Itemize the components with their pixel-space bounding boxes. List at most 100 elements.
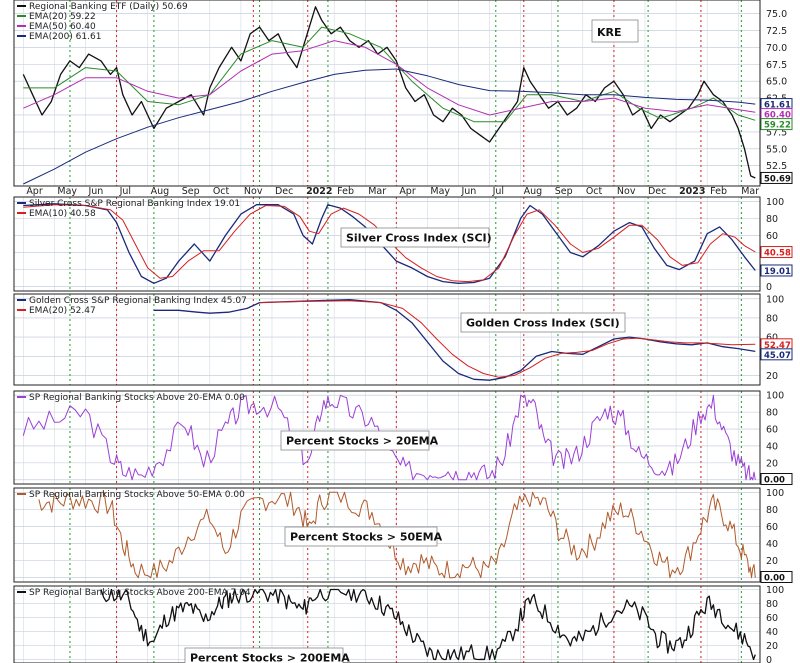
y-tick-label: 80 bbox=[766, 408, 778, 419]
value-badge-text: 40.58 bbox=[764, 249, 791, 259]
legend-entry: EMA(50) 60.40 bbox=[29, 22, 96, 32]
legend-entry: EMA(20) 59.22 bbox=[29, 12, 96, 22]
annotation-label: Percent Stocks > 50EMA bbox=[290, 530, 443, 543]
panel-frame bbox=[13, 293, 761, 386]
y-tick-label: 60 bbox=[766, 425, 778, 436]
value-badge-text: 19.01 bbox=[764, 267, 791, 277]
y-tick-label: 60 bbox=[766, 522, 778, 533]
legend-entry: EMA(200) 61.61 bbox=[29, 32, 101, 42]
y-tick-label: 80 bbox=[766, 214, 778, 225]
x-tick-label: Oct bbox=[213, 186, 230, 197]
y-tick-label: 55.0 bbox=[766, 144, 787, 155]
panel-gci: 20406080100Golden Cross S&P Regional Ban… bbox=[13, 293, 793, 386]
panel-background bbox=[14, 294, 760, 385]
x-tick-label: Mar bbox=[368, 186, 386, 197]
value-badge-text: 59.22 bbox=[764, 121, 791, 131]
legend-entry: EMA(10) 40.58 bbox=[29, 209, 96, 219]
legend-entry: SP Regional Banking Stocks Above 50-EMA … bbox=[29, 490, 245, 500]
x-tick-label: Feb bbox=[710, 186, 727, 197]
series-line-price-3 bbox=[23, 68, 756, 185]
y-tick-label: 0 bbox=[766, 282, 772, 293]
annotation-box bbox=[460, 312, 626, 333]
legend-entry: SP Regional Banking Stocks Above 200-EMA… bbox=[29, 588, 251, 598]
y-tick-label: 100 bbox=[766, 197, 784, 208]
y-tick-label: 100 bbox=[766, 585, 784, 596]
series-line-p50-0 bbox=[38, 491, 756, 579]
annotation-label: KRE bbox=[597, 26, 622, 39]
y-tick-label: 100 bbox=[766, 488, 784, 499]
annotation-label: Golden Cross Index (SCI) bbox=[466, 316, 620, 329]
y-tick-label: 57.5 bbox=[766, 127, 787, 138]
x-tick-label: Dec bbox=[648, 186, 666, 197]
y-tick-label: 52.5 bbox=[766, 161, 787, 172]
annotation-label: Percent Stocks > 20EMA bbox=[286, 434, 439, 447]
series-line-gci-1 bbox=[259, 300, 756, 378]
value-badge-text: 0.00 bbox=[764, 476, 785, 486]
x-tick-label: Feb bbox=[337, 186, 354, 197]
legend-entry: Regional Banking ETF (Daily) 50.69 bbox=[29, 2, 188, 12]
x-tick-label: Nov bbox=[244, 186, 263, 197]
y-tick-label: 20 bbox=[766, 371, 778, 382]
value-badge bbox=[760, 571, 793, 583]
value-badge bbox=[760, 118, 793, 131]
panel-background bbox=[14, 0, 760, 186]
x-tick-label: Jul bbox=[492, 186, 504, 197]
x-tick-label: May bbox=[57, 186, 77, 197]
series-line-p200-0 bbox=[100, 588, 756, 661]
y-tick-label: 100 bbox=[766, 294, 784, 305]
value-badge bbox=[760, 348, 793, 361]
panel-frame bbox=[13, 585, 761, 663]
panel-frame bbox=[13, 390, 761, 485]
value-badge-text: 60.40 bbox=[764, 111, 791, 121]
x-tick-label: Dec bbox=[275, 186, 293, 197]
x-tick-label: Jun bbox=[460, 186, 476, 197]
legend-entry: Golden Cross S&P Regional Banking Index … bbox=[29, 296, 247, 306]
series-line-sci-0 bbox=[23, 203, 756, 284]
y-tick-label: 40 bbox=[766, 627, 778, 638]
y-tick-label: 75.0 bbox=[766, 9, 787, 20]
panel-price: 52.555.057.560.062.565.067.570.072.575.0… bbox=[13, 0, 793, 187]
panel-frame bbox=[13, 0, 761, 187]
x-tick-label: Jul bbox=[119, 186, 131, 197]
x-tick-label: May bbox=[430, 186, 450, 197]
x-tick-label: Apr bbox=[399, 186, 416, 197]
y-tick-label: 70.0 bbox=[766, 43, 787, 54]
y-tick-label: 20 bbox=[766, 458, 778, 469]
legend-entry: SP Regional Banking Stocks Above 20-EMA … bbox=[29, 393, 245, 403]
y-tick-label: 80 bbox=[766, 313, 778, 324]
y-tick-label: 20 bbox=[766, 641, 778, 652]
x-tick-label: Aug bbox=[524, 186, 543, 197]
x-tick-label: Mar bbox=[741, 186, 759, 197]
annotation-box bbox=[340, 227, 490, 248]
annotation-box bbox=[284, 526, 438, 547]
y-tick-label: 65.0 bbox=[766, 77, 787, 88]
panel-frame bbox=[13, 487, 761, 583]
x-tick-label: Aug bbox=[151, 186, 170, 197]
x-tick-label: Sep bbox=[555, 186, 573, 197]
x-tick-label: 2023 bbox=[679, 186, 705, 197]
y-tick-label: 80 bbox=[766, 505, 778, 516]
panel-frame bbox=[13, 196, 761, 292]
y-tick-label: 0 bbox=[766, 655, 772, 663]
x-tick-label: Sep bbox=[182, 186, 200, 197]
y-tick-label: 20 bbox=[766, 556, 778, 567]
value-badge-text: 50.69 bbox=[764, 174, 791, 184]
x-tick-label: 2022 bbox=[306, 186, 332, 197]
series-line-price-0 bbox=[22, 6, 756, 179]
y-tick-label: 40 bbox=[766, 539, 778, 550]
annotation-label: Percent Stocks > 200EMA bbox=[190, 651, 350, 663]
legend-entry: Silver Cross S&P Regional Banking Index … bbox=[29, 199, 240, 209]
x-tick-label: Oct bbox=[586, 186, 603, 197]
series-line-price-2 bbox=[23, 40, 756, 116]
y-tick-label: 72.5 bbox=[766, 26, 787, 37]
legend-entry: EMA(20) 52.47 bbox=[29, 306, 96, 316]
value-badge-text: 0.00 bbox=[764, 574, 785, 584]
y-tick-label: 60 bbox=[766, 231, 778, 242]
y-tick-label: 67.5 bbox=[766, 60, 787, 71]
value-badge bbox=[760, 246, 793, 259]
annotation-box bbox=[184, 647, 344, 663]
y-tick-label: 40 bbox=[766, 441, 778, 452]
y-tick-label: 80 bbox=[766, 599, 778, 610]
